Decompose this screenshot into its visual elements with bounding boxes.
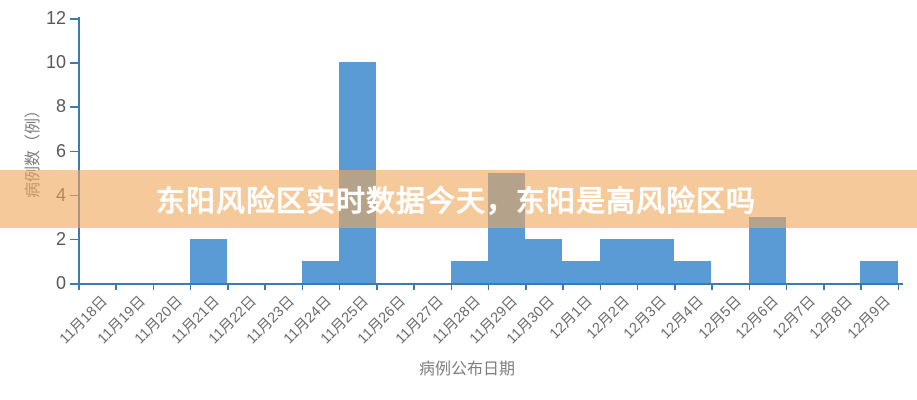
bar-12月3日 <box>636 238 674 283</box>
bar-12月1日 <box>562 260 600 283</box>
x-axis-line <box>78 283 903 285</box>
x-tick <box>711 283 713 290</box>
x-tick <box>674 283 676 290</box>
x-tick <box>562 283 564 290</box>
x-tick <box>264 283 266 290</box>
x-tick <box>78 283 80 290</box>
y-tick-label: 6 <box>55 140 66 161</box>
y-tick-label: 12 <box>45 8 66 28</box>
bar-11月28日 <box>450 260 488 283</box>
x-tick <box>413 283 415 290</box>
x-tick <box>599 283 601 290</box>
bar-12月4日 <box>674 260 712 283</box>
x-tick <box>338 283 341 290</box>
y-tick <box>70 283 78 285</box>
x-tick <box>487 283 490 290</box>
x-tick <box>450 283 452 290</box>
x-tick <box>748 283 750 290</box>
y-tick <box>70 106 78 108</box>
x-tick <box>189 283 192 290</box>
x-tick <box>823 283 825 290</box>
headline-text: 东阳风险区实时数据今天，东阳是高风险区吗 <box>156 186 757 218</box>
y-tick <box>70 18 78 20</box>
y-axis-line <box>78 17 80 290</box>
x-tick <box>785 283 788 290</box>
bar-12月9日 <box>860 260 898 283</box>
x-tick <box>115 283 117 290</box>
bar-11月21日 <box>189 238 227 283</box>
x-tick <box>301 283 303 290</box>
x-tick <box>525 283 527 290</box>
x-tick <box>376 283 378 290</box>
bar-11月30日 <box>525 238 563 283</box>
bar-11月24日 <box>301 260 339 283</box>
y-tick-label: 8 <box>55 96 66 117</box>
y-tick <box>70 62 78 64</box>
x-tick <box>897 283 899 290</box>
y-tick-label: 0 <box>55 273 66 293</box>
y-tick-label: 2 <box>55 228 66 249</box>
bar-12月2日 <box>599 238 637 283</box>
x-tick <box>152 283 154 290</box>
x-tick <box>636 283 639 290</box>
y-tick <box>70 150 78 152</box>
x-tick <box>860 283 862 290</box>
y-tick-label: 10 <box>45 52 66 73</box>
x-tick <box>227 283 229 290</box>
y-tick <box>70 238 78 241</box>
headline-banner: 东阳风险区实时数据今天，东阳是高风险区吗 <box>0 170 917 228</box>
